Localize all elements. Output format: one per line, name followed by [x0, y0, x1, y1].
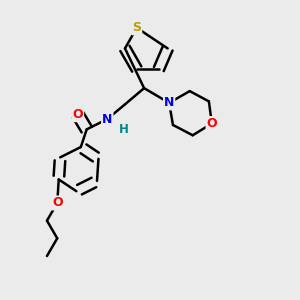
Text: H: H — [118, 123, 128, 136]
Text: N: N — [164, 96, 174, 110]
Text: O: O — [206, 117, 217, 130]
Text: S: S — [132, 21, 141, 34]
Text: O: O — [73, 108, 83, 121]
Text: O: O — [52, 196, 63, 209]
Text: N: N — [102, 112, 112, 126]
